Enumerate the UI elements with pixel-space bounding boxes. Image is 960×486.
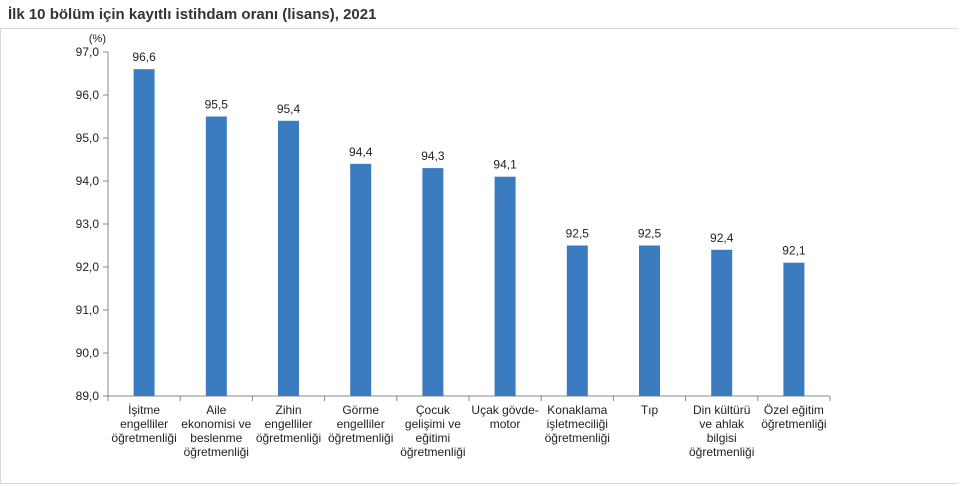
category-label-line: bilgisi [707,431,737,445]
category-label: Tıp [641,403,659,417]
category-label-line: Din kültürü [693,403,750,417]
category-label: İşitme engelliler öğretmenliği [111,403,176,445]
data-label: 92,1 [782,244,806,258]
y-axis-unit: (%) [89,33,106,45]
category-label-line: engelliler [337,417,385,431]
y-tick-label: 89,0 [76,389,100,403]
category-label-line: engelliler [264,417,312,431]
bar [350,163,372,396]
category-label: Uçak gövde-motor [471,403,538,431]
data-label: 94,3 [421,149,445,163]
y-tick-label: 97,0 [76,45,100,59]
category-label-line: eğitimi [416,431,451,445]
data-label: 96,6 [132,50,156,64]
bar [422,168,444,396]
data-label: 94,1 [493,158,517,172]
category-label-line: Aile [206,403,226,417]
category-label-line: işletmeciliği [547,417,608,431]
category-label-line: ekonomisi ve [181,417,251,431]
category-label-line: motor [490,417,521,431]
category-label-line: İşitme [128,403,160,417]
bar [711,249,733,396]
category-label-line: Uçak gövde- [471,403,538,417]
category-label-line: öğretmenliği [328,431,393,445]
category-label-line: öğretmenliği [400,445,465,459]
bar [566,245,588,396]
category-label: Zihin engelliler öğretmenliği [256,403,321,445]
bar [639,245,660,396]
y-tick-label: 96,0 [76,88,100,102]
data-label: 94,4 [349,145,373,159]
category-label-line: engelliler [120,417,168,431]
bar [494,176,516,396]
category-label: Konaklama işletmeciliği öğretmenliği [545,403,610,445]
y-tick-label: 92,0 [76,260,100,274]
category-label-line: beslenme [190,431,242,445]
chart-title: İlk 10 bölüm için kayıtlı istihdam oranı… [8,6,377,23]
data-label: 92,5 [566,227,590,241]
category-label-line: öğretmenliği [111,431,176,445]
category-label: Din kültürü ve ahlak bilgisi öğretmenliği [689,403,754,459]
category-label-line: Görme [342,403,379,417]
data-label: 92,5 [638,227,662,241]
category-label-line: Tıp [641,403,659,417]
category-label-line: öğretmenliği [545,431,610,445]
bar [133,69,155,396]
bar [783,262,805,396]
data-label: 95,5 [205,98,229,112]
category-label: Aile ekonomisi ve beslenme öğretmenliği [181,403,251,459]
chart-frame [0,28,958,484]
data-label: 92,4 [710,231,734,245]
y-tick-label: 95,0 [76,131,100,145]
bar [205,116,227,396]
category-label-line: ve ahlak [699,417,745,431]
category-label: Görme engelliler öğretmenliği [328,403,393,445]
category-label-line: gelişimi ve [405,417,461,431]
category-label-line: öğretmenliği [256,431,321,445]
category-label-line: öğretmenliği [761,417,826,431]
category-label-line: Konaklama [547,403,607,417]
y-tick-label: 90,0 [76,346,100,360]
category-label-line: Çocuk [416,403,451,417]
category-label: Özel eğitim öğretmenliği [761,403,826,431]
y-tick-label: 94,0 [76,174,100,188]
category-label-line: öğretmenliği [184,445,249,459]
y-tick-label: 91,0 [76,303,100,317]
category-label-line: Zihin [275,403,301,417]
y-tick-label: 93,0 [76,217,100,231]
data-label: 95,4 [277,102,301,116]
category-label: Çocuk gelişimi ve eğitimi öğretmenliği [400,403,465,459]
category-label-line: öğretmenliği [689,445,754,459]
category-label-line: Özel eğitim [764,403,824,417]
bar [278,120,299,397]
